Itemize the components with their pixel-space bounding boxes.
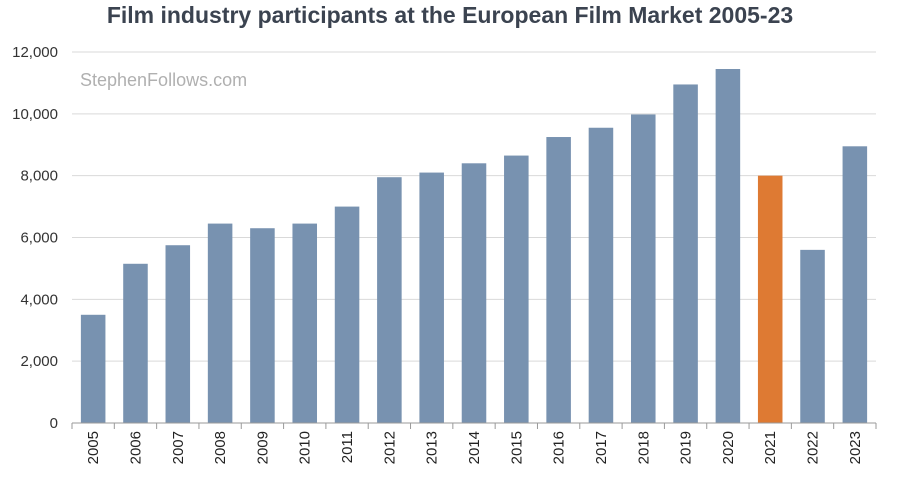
y-tick-label: 8,000	[20, 168, 58, 185]
x-tick-label: 2008	[212, 431, 229, 464]
bar-2008	[207, 223, 233, 423]
bar-2016	[546, 137, 571, 424]
bar-2014	[461, 163, 487, 424]
x-tick-label: 2014	[466, 431, 483, 464]
bar-2012	[377, 177, 402, 423]
y-tick-label: 0	[50, 415, 58, 432]
x-tick-label: 2019	[678, 431, 695, 464]
bar-2021	[757, 175, 783, 423]
bar-2010	[292, 223, 318, 423]
x-tick-label: 2016	[551, 431, 568, 464]
y-tick-label: 10,000	[12, 106, 58, 123]
chart-title: Film industry participants at the Europe…	[106, 2, 794, 28]
y-tick-label: 4,000	[20, 291, 58, 308]
x-tick-label: 2018	[635, 431, 652, 464]
x-tick-label: 2006	[127, 431, 144, 464]
x-tick-label: 2011	[339, 431, 356, 463]
axes: 0 2,000 4,000 6,000 8,000 10,000 12,000 2005 200…	[12, 44, 877, 464]
bar-2013	[419, 172, 444, 423]
x-tick-label: 2013	[424, 431, 441, 464]
x-tick-label: 2012	[381, 431, 398, 464]
bars	[80, 69, 868, 424]
x-tick-label: 2022	[805, 431, 822, 464]
x-tick-label: 2021	[762, 431, 779, 464]
bar-2018	[630, 114, 656, 424]
bar-2007	[165, 245, 191, 423]
bar-2011	[334, 206, 360, 423]
x-tick-label: 2005	[85, 431, 102, 464]
bar-2006	[123, 263, 148, 423]
bar-2009	[250, 228, 275, 423]
x-tick-label: 2010	[297, 431, 314, 464]
bar-2015	[504, 155, 529, 423]
bar-2017	[588, 127, 614, 423]
x-tick-label: 2009	[254, 431, 271, 464]
x-tick-label: 2017	[593, 431, 610, 464]
x-tick-label: 2023	[847, 431, 864, 464]
watermark: StephenFollows.com	[80, 70, 247, 90]
x-tick-label: 2020	[720, 431, 737, 464]
y-tick-label: 6,000	[20, 230, 58, 247]
bar-2005	[80, 314, 106, 423]
x-tick-label: 2015	[508, 431, 525, 464]
bar-2022	[800, 249, 825, 423]
bar-2020	[715, 69, 741, 424]
bar-2023	[842, 146, 868, 423]
x-tick-label: 2007	[170, 431, 187, 464]
bar-2019	[673, 84, 698, 424]
y-tick-label: 12,000	[12, 44, 58, 61]
y-tick-label: 2,000	[20, 353, 58, 370]
